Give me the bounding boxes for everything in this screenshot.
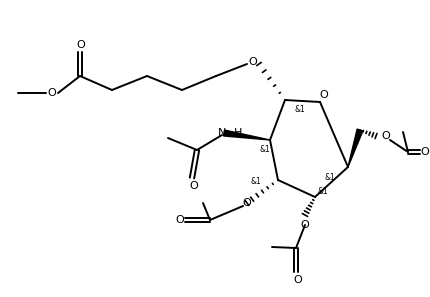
Text: O: O: [382, 131, 390, 141]
Polygon shape: [348, 129, 363, 167]
Text: O: O: [48, 88, 56, 98]
Text: &1: &1: [318, 187, 329, 197]
Text: &1: &1: [325, 173, 335, 181]
Text: O: O: [294, 275, 302, 285]
Text: &1: &1: [295, 105, 305, 115]
Text: O: O: [319, 90, 329, 100]
Text: N: N: [218, 128, 226, 138]
Polygon shape: [224, 130, 270, 140]
Text: &1: &1: [251, 178, 261, 187]
Text: O: O: [190, 181, 198, 191]
Text: O: O: [77, 40, 86, 50]
Text: O: O: [249, 57, 258, 67]
Text: O: O: [175, 215, 184, 225]
Text: O: O: [301, 220, 309, 230]
Text: O: O: [421, 147, 430, 157]
Text: H: H: [234, 128, 243, 138]
Text: O: O: [243, 198, 252, 208]
Text: &1: &1: [260, 146, 270, 154]
